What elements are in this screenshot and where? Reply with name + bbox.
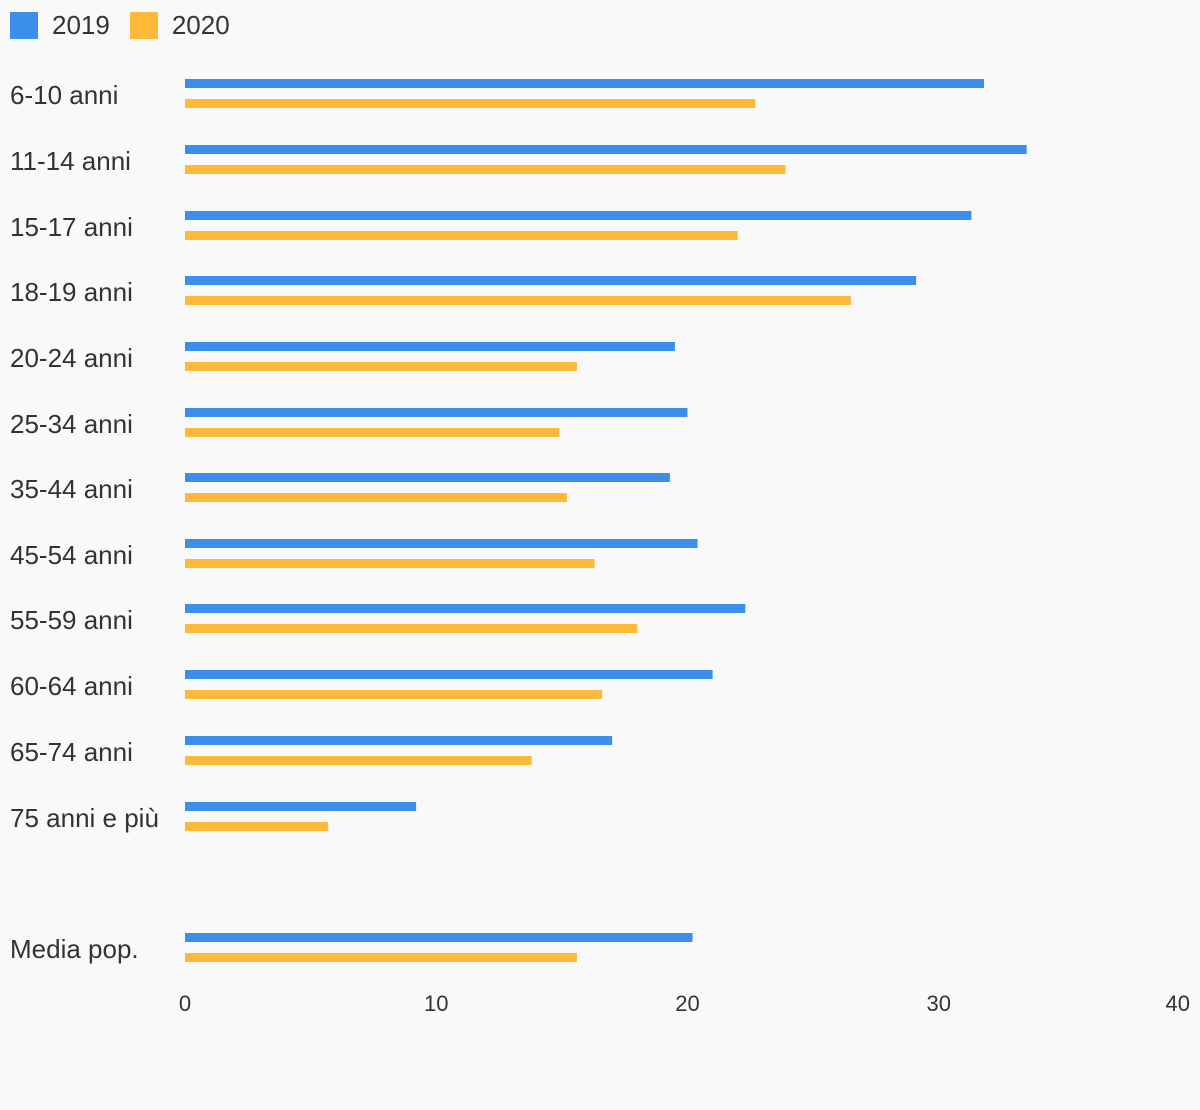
bar-2020-65-74-anni[interactable] xyxy=(185,756,532,765)
category-label-18-19-anni: 18-19 anni xyxy=(10,277,133,307)
bar-2019-15-17-anni[interactable] xyxy=(185,211,972,220)
x-tick-label-40: 40 xyxy=(1166,991,1190,1016)
category-label-media-pop: Media pop. xyxy=(10,934,139,964)
category-label-11-14-anni: 11-14 anni xyxy=(10,146,131,176)
bar-2019-35-44-anni[interactable] xyxy=(185,473,670,482)
legend-label-2019: 2019 xyxy=(52,9,110,40)
bar-2020-media-pop[interactable] xyxy=(185,953,577,962)
bar-2020-45-54-anni[interactable] xyxy=(185,559,595,568)
bar-2019-6-10-anni[interactable] xyxy=(185,79,984,88)
bar-2019-18-19-anni[interactable] xyxy=(185,276,917,285)
bar-2020-15-17-anni[interactable] xyxy=(185,231,738,240)
category-label-55-59-anni: 55-59 anni xyxy=(10,605,133,635)
category-label-25-34-anni: 25-34 anni xyxy=(10,409,133,439)
bar-2019-11-14-anni[interactable] xyxy=(185,145,1027,154)
legend-swatch-2019 xyxy=(10,11,38,39)
legend-swatch-2020 xyxy=(129,11,158,39)
bar-2020-18-19-anni[interactable] xyxy=(185,296,851,305)
legend-item-2020[interactable]: 2020 xyxy=(129,9,230,41)
bar-2020-20-24-anni[interactable] xyxy=(185,362,577,371)
bar-2020-25-34-anni[interactable] xyxy=(185,428,560,437)
x-tick-label-0: 0 xyxy=(179,991,191,1016)
bar-2019-20-24-anni[interactable] xyxy=(185,342,675,351)
bar-2019-25-34-anni[interactable] xyxy=(185,408,688,417)
legend: 2019 2020 xyxy=(10,10,250,40)
bar-2020-55-59-anni[interactable] xyxy=(185,624,638,633)
x-tick-label-10: 10 xyxy=(424,991,448,1016)
bar-2019-45-54-anni[interactable] xyxy=(185,539,698,548)
category-label-75-anni-e-pi: 75 anni e più xyxy=(10,803,159,833)
bar-2019-65-74-anni[interactable] xyxy=(185,736,613,745)
x-tick-label-30: 30 xyxy=(927,991,951,1016)
category-label-45-54-anni: 45-54 anni xyxy=(10,540,133,570)
category-label-15-17-anni: 15-17 anni xyxy=(10,212,133,242)
category-label-20-24-anni: 20-24 anni xyxy=(10,343,133,373)
category-label-65-74-anni: 65-74 anni xyxy=(10,737,133,767)
bar-2020-60-64-anni[interactable] xyxy=(185,690,603,699)
bar-2019-55-59-anni[interactable] xyxy=(185,604,746,613)
category-label-6-10-anni: 6-10 anni xyxy=(10,80,118,110)
category-label-60-64-anni: 60-64 anni xyxy=(10,671,133,701)
bar-2019-60-64-anni[interactable] xyxy=(185,670,713,679)
category-label-35-44-anni: 35-44 anni xyxy=(10,474,133,504)
bar-2020-11-14-anni[interactable] xyxy=(185,165,786,174)
legend-label-2020: 2020 xyxy=(171,9,230,40)
bar-2020-6-10-anni[interactable] xyxy=(185,99,756,108)
bar-2020-75-anni-e-pi[interactable] xyxy=(185,822,329,831)
bar-2019-media-pop[interactable] xyxy=(185,933,693,942)
x-tick-label-20: 20 xyxy=(675,991,699,1016)
bar-2020-35-44-anni[interactable] xyxy=(185,493,567,502)
legend-item-2019[interactable]: 2019 xyxy=(10,10,110,41)
bar-2019-75-anni-e-pi[interactable] xyxy=(185,802,417,811)
